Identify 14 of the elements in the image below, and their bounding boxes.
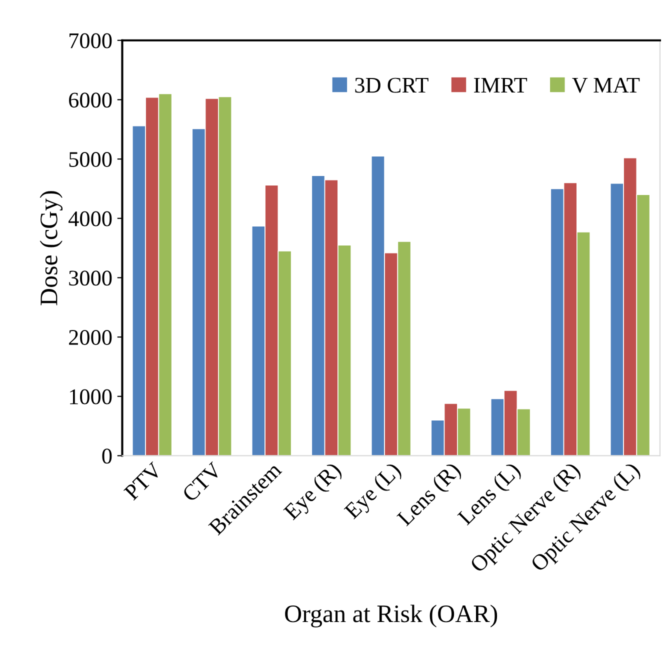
- y-axis-title: Dose (cGy): [40, 191, 63, 306]
- y-tick-label: 4000: [68, 211, 112, 226]
- legend-label: 3D CRT: [355, 78, 428, 93]
- legend-label: V MAT: [572, 78, 640, 93]
- y-tick-label: 3000: [69, 270, 112, 286]
- y-tick-label: 5000: [69, 152, 112, 167]
- legend-label: IMRT: [474, 78, 528, 93]
- x-tick-label: Eye (R): [282, 461, 345, 524]
- y-tick-label: 2000: [69, 330, 112, 345]
- y-tick-label: 1000: [70, 389, 112, 404]
- x-axis-title: Organ at Risk (OAR): [285, 604, 498, 628]
- y-tick-label: 6000: [69, 92, 112, 108]
- y-tick-label: 0: [102, 448, 112, 464]
- y-tick-label: 7000: [70, 33, 112, 48]
